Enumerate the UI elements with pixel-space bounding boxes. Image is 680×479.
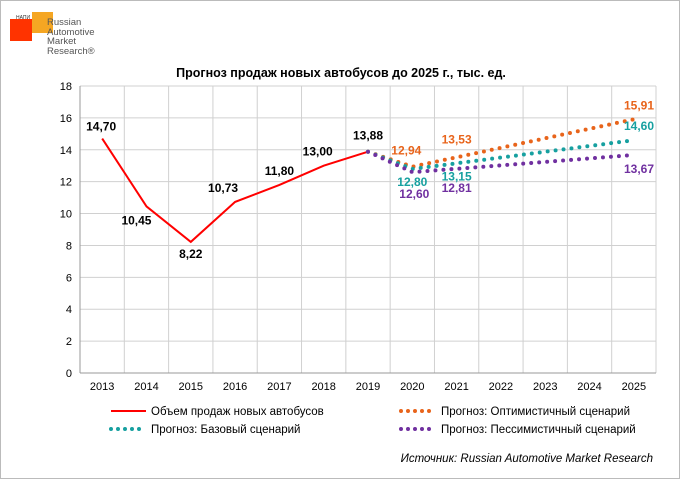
data-label: 15,91 <box>624 98 654 112</box>
series-line-0 <box>101 138 369 244</box>
x-tick-label: 2014 <box>134 381 158 393</box>
data-label: 13,15 <box>442 169 472 183</box>
y-tick-label: 12 <box>60 177 72 189</box>
data-label: 12,80 <box>397 175 427 189</box>
logo-line: Market <box>47 36 77 47</box>
chart-title: Прогноз продаж новых автобусов до 2025 г… <box>176 66 506 80</box>
data-label: 11,80 <box>265 164 295 178</box>
data-label: 10,73 <box>208 181 238 195</box>
logo-text: Russian Automotive Market Research® <box>47 18 95 56</box>
x-tick-label: 2016 <box>223 381 247 393</box>
y-tick-label: 6 <box>66 272 72 284</box>
x-tick-label: 2024 <box>577 381 601 393</box>
data-label: 13,00 <box>303 145 333 159</box>
x-tick-label: 2025 <box>622 381 646 393</box>
logo-red-square <box>10 19 32 41</box>
data-label: 12,94 <box>391 144 421 158</box>
x-tick-label: 2015 <box>179 381 203 393</box>
y-tick-label: 8 <box>66 240 72 252</box>
data-label: 12,60 <box>399 187 429 201</box>
data-label: 12,81 <box>442 181 472 195</box>
y-tick-label: 14 <box>60 145 72 157</box>
x-tick-label: 2013 <box>90 381 114 393</box>
y-tick-label: 10 <box>60 209 72 221</box>
legend-label: Объем продаж новых автобусов <box>151 406 324 418</box>
series-line-3 <box>366 149 636 175</box>
x-tick-label: 2017 <box>267 381 291 393</box>
logo-orange-square <box>32 12 53 33</box>
legend-label: Прогноз: Пессимистичный сценарий <box>441 424 636 436</box>
logo-small-text: НАПИ <box>16 15 31 21</box>
data-label: 13,88 <box>353 129 383 143</box>
data-label: 14,60 <box>624 119 654 133</box>
x-tick-label: 2023 <box>533 381 557 393</box>
logo-line: Russian <box>47 17 82 28</box>
x-tick-label: 2018 <box>311 381 335 393</box>
data-label: 14,70 <box>86 120 116 134</box>
source-note: Источник: Russian Automotive Market Rese… <box>401 453 653 465</box>
data-label: 10,45 <box>121 213 151 227</box>
y-tick-label: 16 <box>60 113 72 125</box>
data-label: 8,22 <box>179 247 203 261</box>
y-tick-label: 2 <box>66 336 72 348</box>
y-tick-label: 4 <box>66 304 72 316</box>
legend-label: Прогноз: Базовый сценарий <box>151 424 300 436</box>
x-tick-label: 2022 <box>489 381 513 393</box>
x-tick-label: 2021 <box>444 381 468 393</box>
logo-line: Automotive <box>47 26 95 38</box>
legend-label: Прогноз: Оптимистичный сценарий <box>441 406 630 418</box>
data-label: 13,67 <box>624 162 654 176</box>
x-tick-label: 2019 <box>356 381 380 393</box>
data-label: 13,53 <box>442 132 472 146</box>
x-tick-label: 2020 <box>400 381 424 393</box>
y-tick-label: 18 <box>60 81 72 93</box>
logo-line: Research® <box>47 45 95 57</box>
y-tick-label: 0 <box>66 368 72 380</box>
